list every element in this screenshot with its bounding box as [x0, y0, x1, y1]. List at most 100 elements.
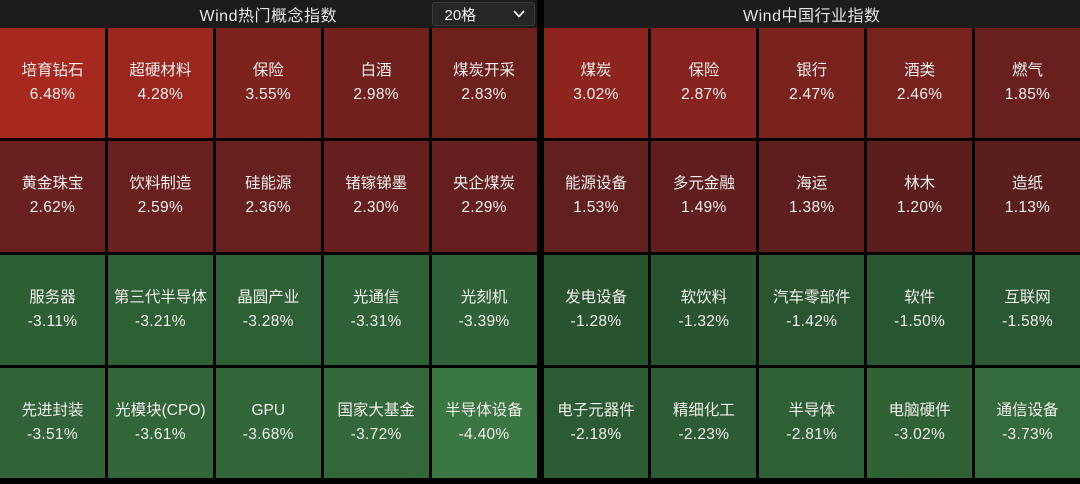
- tile-change: 2.30%: [353, 199, 399, 217]
- heatmap-tile[interactable]: 第三代半导体 -3.21%: [107, 254, 213, 365]
- grid-size-dropdown[interactable]: 20格: [431, 2, 535, 26]
- tile-label: 服务器: [29, 288, 76, 306]
- tile-label: 发电设备: [564, 288, 627, 306]
- tile-change: -2.18%: [570, 425, 622, 443]
- tile-change: 2.36%: [245, 199, 291, 217]
- heatmap-tile[interactable]: 汽车零部件 -1.42%: [759, 254, 865, 365]
- heatmap-tile[interactable]: 央企煤炭 2.29%: [431, 141, 537, 252]
- tile-change: -2.23%: [678, 425, 730, 443]
- heatmap-tile[interactable]: 光通信 -3.31%: [323, 254, 429, 365]
- heatmap-tile[interactable]: 发电设备 -1.28%: [543, 254, 649, 365]
- tile-change: -1.50%: [894, 312, 946, 330]
- tile-change: 2.83%: [461, 86, 507, 104]
- heatmap-tile[interactable]: 超硬材料 4.28%: [107, 28, 213, 139]
- heatmap-tile[interactable]: 酒类 2.46%: [867, 28, 973, 139]
- tile-change: -3.39%: [458, 312, 510, 330]
- tile-label: 煤炭开采: [453, 62, 516, 80]
- tile-label: 汽车零部件: [772, 288, 851, 306]
- tile-label: 精细化工: [672, 401, 735, 419]
- tile-change: 2.62%: [29, 199, 76, 217]
- tile-label: 燃气: [1012, 62, 1044, 80]
- heatmap-tile[interactable]: 燃气 1.85%: [975, 28, 1080, 139]
- tile-change: 3.02%: [573, 86, 619, 104]
- tile-label: 酒类: [904, 62, 936, 80]
- tile-change: 3.55%: [245, 86, 291, 104]
- tile-change: 2.47%: [789, 86, 835, 104]
- tile-change: 2.46%: [896, 86, 943, 104]
- tile-change: -1.42%: [786, 312, 838, 330]
- tile-label: 软件: [904, 288, 936, 306]
- tile-label: 硅能源: [244, 175, 292, 193]
- heatmap-tile[interactable]: 造纸 1.13%: [975, 141, 1080, 252]
- heatmap-tile[interactable]: 先进封装 -3.51%: [0, 367, 105, 478]
- heatmap-tile[interactable]: 煤炭 3.02%: [543, 28, 649, 139]
- industry-heatmap-grid: 煤炭 3.02% 保险 2.87% 银行 2.47% 酒类 2.46% 燃气 1.85% 能源设备 1…: [543, 28, 1080, 478]
- tile-label: 先进封装: [21, 401, 84, 419]
- heatmap-tile[interactable]: 电子元器件 -2.18%: [543, 367, 649, 478]
- tile-change: 2.29%: [461, 199, 507, 217]
- tile-change: -1.58%: [1002, 312, 1053, 330]
- tile-change: -3.68%: [242, 425, 294, 443]
- heatmap-tile[interactable]: 精细化工 -2.23%: [651, 367, 757, 478]
- heatmap-tile[interactable]: 能源设备 1.53%: [543, 141, 649, 252]
- heatmap-tile[interactable]: GPU -3.68%: [215, 367, 321, 478]
- heatmap-tile[interactable]: 硅能源 2.36%: [215, 141, 321, 252]
- tile-change: 1.38%: [789, 199, 835, 217]
- heatmap-tile[interactable]: 服务器 -3.11%: [0, 254, 105, 365]
- tile-change: -3.61%: [134, 425, 186, 443]
- tile-label: 通信设备: [996, 401, 1059, 419]
- heatmap-tile[interactable]: 晶圆产业 -3.28%: [215, 254, 321, 365]
- concept-index-panel: Wind热门概念指数 20格 培育钻石 6.48% 超硬材料 4.28% 保险 3.55%…: [0, 0, 537, 478]
- heatmap-tile[interactable]: 白酒 2.98%: [323, 28, 429, 139]
- tile-label: 央企煤炭: [453, 175, 516, 193]
- tile-label: 海运: [796, 175, 828, 193]
- tile-change: 1.49%: [681, 199, 727, 217]
- heatmap-tile[interactable]: 黄金珠宝 2.62%: [0, 141, 105, 252]
- heatmap-tile[interactable]: 煤炭开采 2.83%: [431, 28, 537, 139]
- tile-label: 光刻机: [460, 288, 508, 306]
- tile-label: 半导体设备: [445, 401, 523, 419]
- tile-label: 能源设备: [564, 175, 627, 193]
- tile-label: 林木: [904, 175, 936, 193]
- tile-change: -3.72%: [350, 425, 402, 443]
- tile-label: 造纸: [1012, 175, 1044, 193]
- tile-change: -1.28%: [570, 312, 622, 330]
- tile-label: 煤炭: [580, 62, 612, 80]
- heatmap-tile[interactable]: 锗镓锑墨 2.30%: [323, 141, 429, 252]
- tile-change: -3.31%: [350, 312, 402, 330]
- heatmap-tile[interactable]: 光模块(CPO) -3.61%: [107, 367, 213, 478]
- heatmap-tile[interactable]: 林木 1.20%: [867, 141, 973, 252]
- tile-label: 电子元器件: [557, 401, 635, 419]
- tile-change: -2.81%: [786, 425, 838, 443]
- heatmap-tile[interactable]: 半导体设备 -4.40%: [431, 367, 537, 478]
- heatmap-tile[interactable]: 保险 2.87%: [651, 28, 757, 139]
- tile-label: 互联网: [1004, 288, 1051, 306]
- heatmap-tile[interactable]: 光刻机 -3.39%: [431, 254, 537, 365]
- heatmap-tile[interactable]: 多元金融 1.49%: [651, 141, 757, 252]
- chevron-down-icon: [512, 7, 526, 21]
- heatmap-tile[interactable]: 通信设备 -3.73%: [975, 367, 1080, 478]
- tile-label: 黄金珠宝: [21, 175, 84, 193]
- heatmap-tile[interactable]: 互联网 -1.58%: [975, 254, 1080, 365]
- tile-change: 1.85%: [1004, 86, 1051, 104]
- heatmap-tile[interactable]: 培育钻石 6.48%: [0, 28, 105, 139]
- heatmap-tile[interactable]: 软件 -1.50%: [867, 254, 973, 365]
- tile-label: 饮料制造: [129, 175, 192, 193]
- industry-panel-header: Wind中国行业指数: [543, 0, 1080, 28]
- tile-label: 保险: [252, 62, 284, 80]
- concept-panel-header: Wind热门概念指数 20格: [0, 0, 537, 28]
- heatmap-tile[interactable]: 半导体 -2.81%: [759, 367, 865, 478]
- heatmap-tile[interactable]: 饮料制造 2.59%: [107, 141, 213, 252]
- heatmap-tile[interactable]: 软饮料 -1.32%: [651, 254, 757, 365]
- heatmap-tile[interactable]: 海运 1.38%: [759, 141, 865, 252]
- tile-change: -3.02%: [894, 425, 946, 443]
- heatmap-tile[interactable]: 保险 3.55%: [215, 28, 321, 139]
- tile-change: 4.28%: [137, 86, 184, 104]
- tile-label: 多元金融: [672, 175, 735, 193]
- heatmap-tile[interactable]: 银行 2.47%: [759, 28, 865, 139]
- tile-label: 银行: [796, 62, 828, 80]
- heatmap-tile[interactable]: 电脑硬件 -3.02%: [867, 367, 973, 478]
- tile-change: -3.28%: [242, 312, 294, 330]
- heatmap-tile[interactable]: 国家大基金 -3.72%: [323, 367, 429, 478]
